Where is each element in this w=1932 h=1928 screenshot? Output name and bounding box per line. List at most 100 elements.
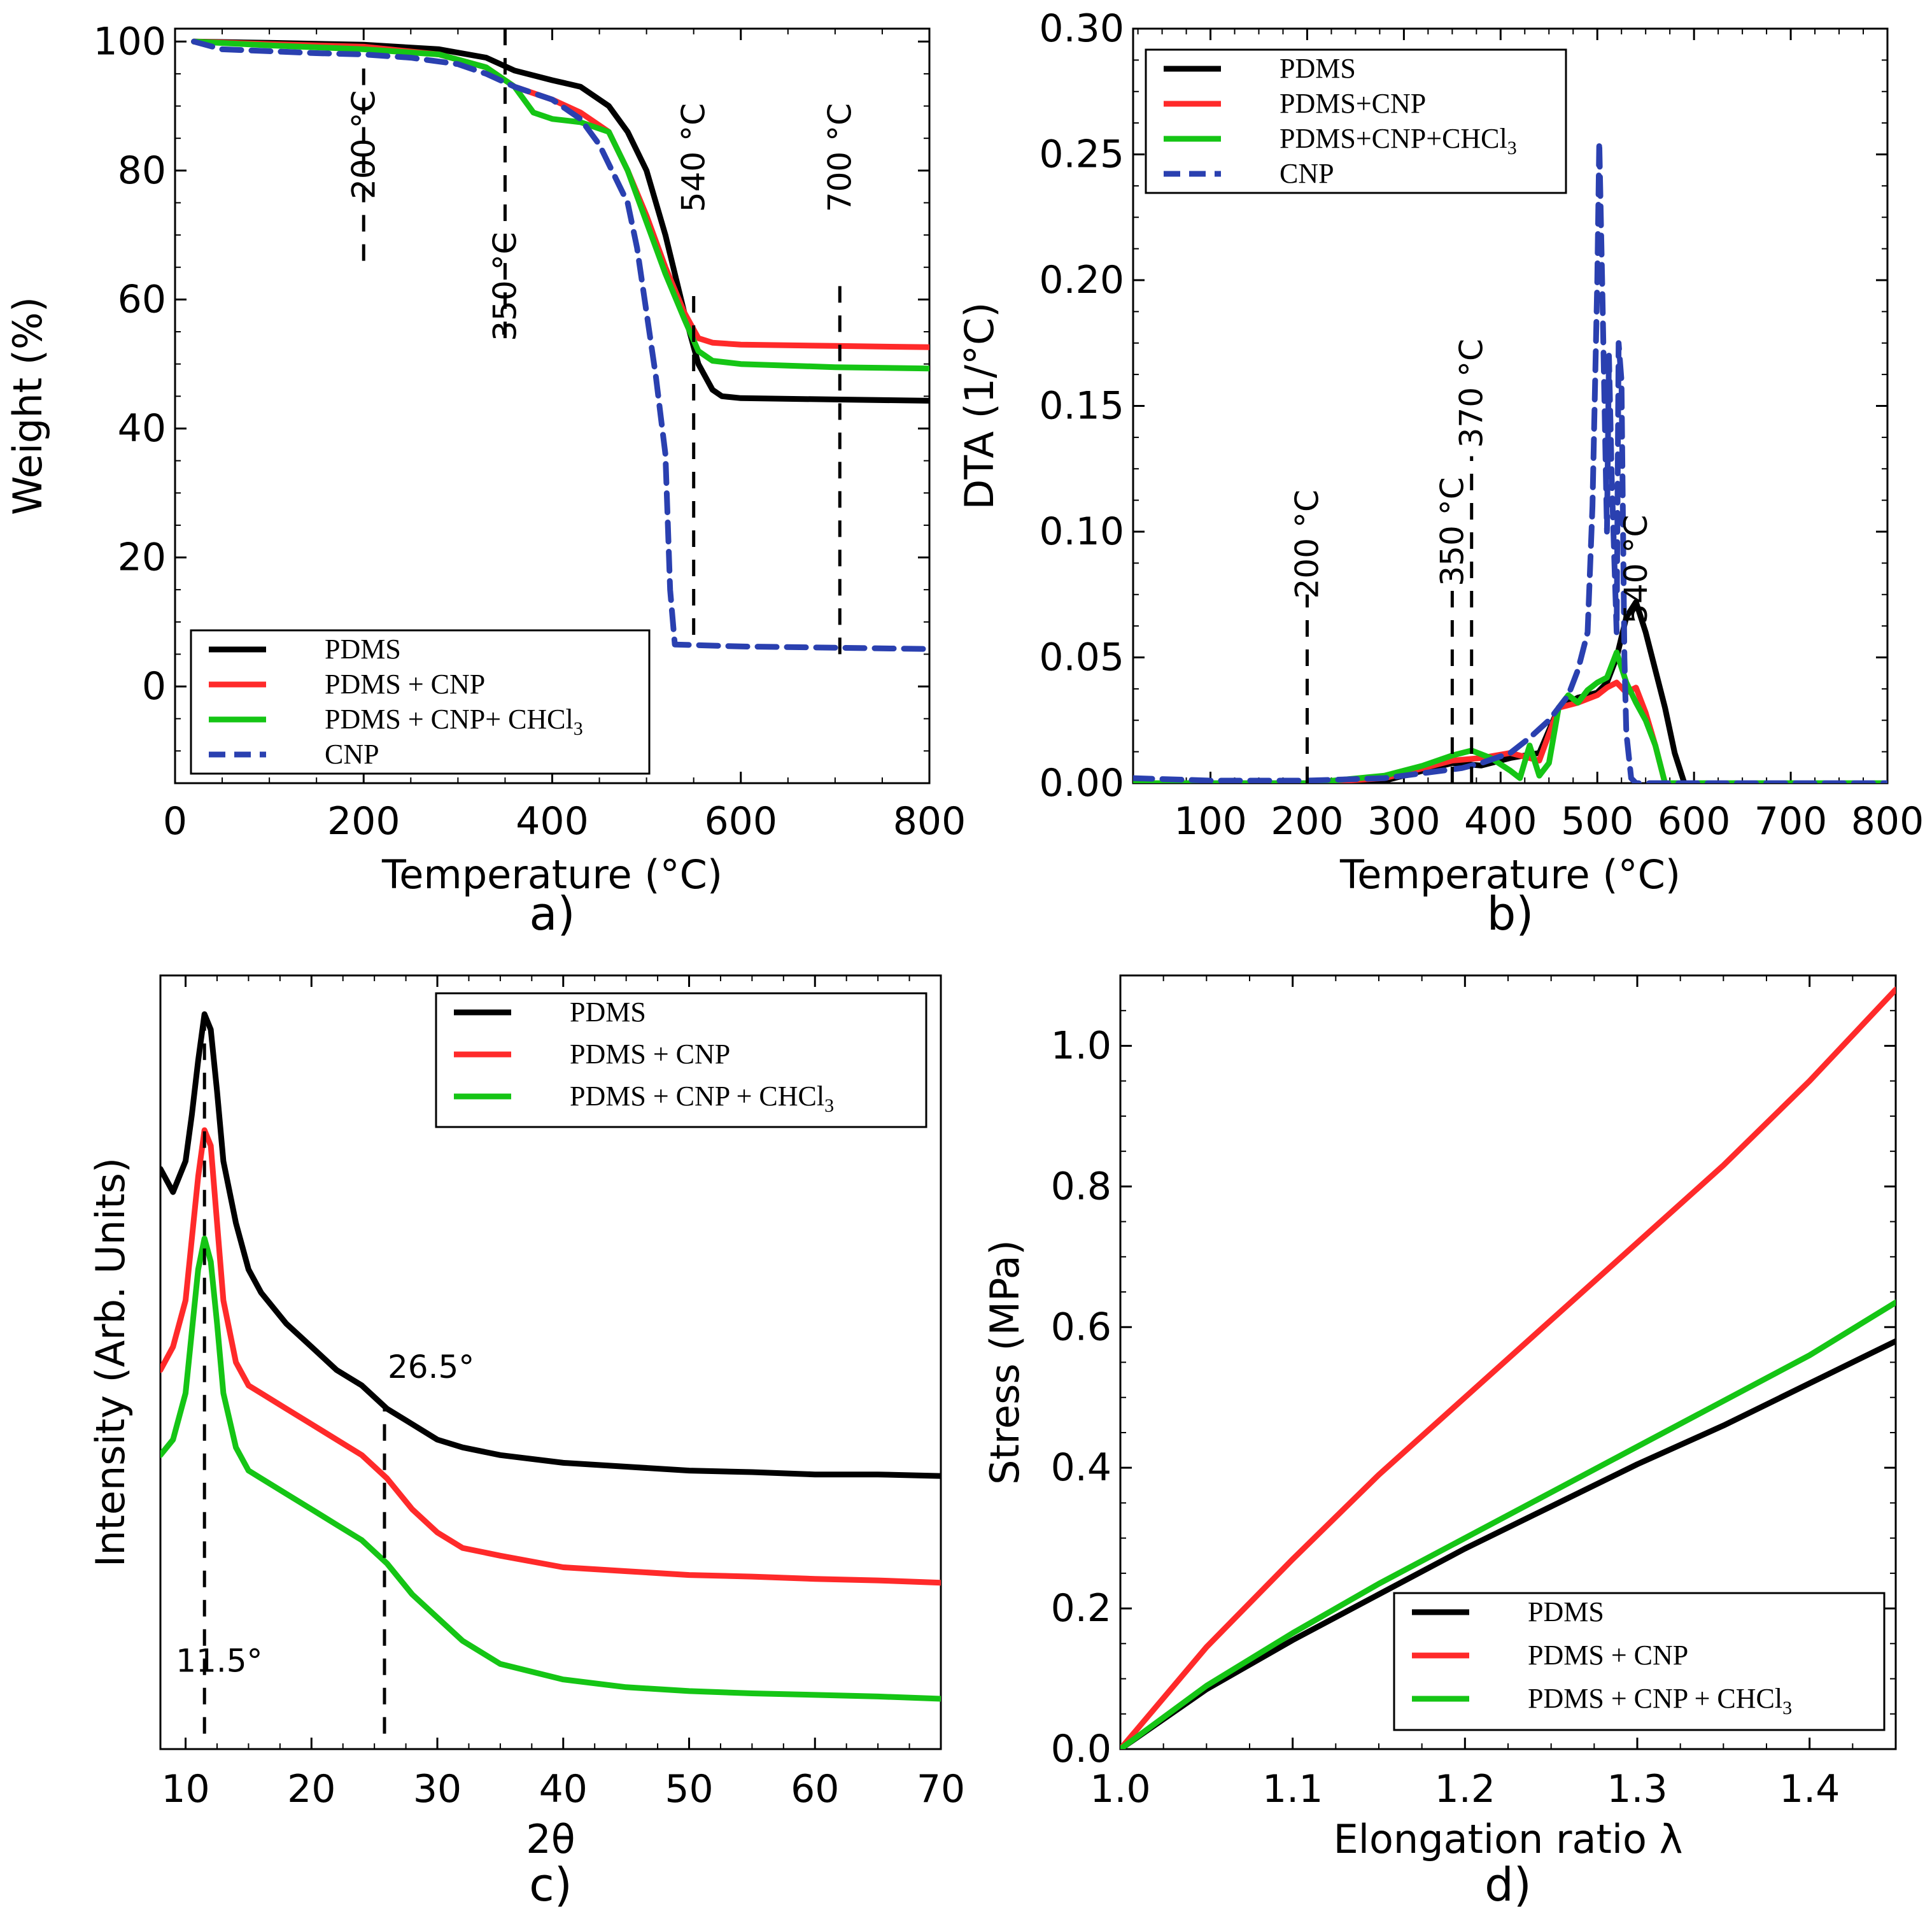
plot-series-group: [1120, 986, 1896, 1749]
y-tick-label: 0.10: [1039, 509, 1124, 554]
y-tick-label: 0.05: [1039, 635, 1124, 680]
series-line-pdms-cnp-chcl3: [1133, 649, 1887, 783]
y-tick-label: 0.30: [1039, 6, 1124, 51]
y-tick-label: 0.4: [1051, 1445, 1111, 1490]
legend-label: PDMS+CNP: [1280, 88, 1426, 119]
x-axis-label: 2θ: [526, 1816, 575, 1862]
x-tick-label: 600: [1658, 799, 1731, 844]
legend: PDMS PDMS + CNP PDMS + CNP + CHCl3: [435, 992, 927, 1128]
x-axis-label: Temperature (°C): [1339, 851, 1681, 898]
legend: PDMS PDMS + CNP PDMS + CNP + CHCl3: [1393, 1592, 1886, 1731]
y-axis-label: DTA (1/°C): [956, 302, 1003, 510]
legend-label: PDMS + CNP: [1528, 1640, 1688, 1671]
legend-box: [1393, 1592, 1886, 1731]
annotation-label: 370 °C: [1453, 339, 1490, 448]
x-tick-label: 1.3: [1607, 1767, 1667, 1811]
series-line-pdms-cnp-chcl3: [1120, 1300, 1896, 1749]
x-tick-label: 1.0: [1090, 1767, 1150, 1811]
annotation-label: 540 °C: [675, 103, 712, 212]
legend-label: CNP: [325, 739, 379, 770]
y-tick-label: 20: [118, 535, 166, 580]
x-tick-label: 1.4: [1779, 1767, 1840, 1811]
series-line-pdms: [191, 38, 929, 404]
panel-b-dta: 100 200 300 400 500 600 700 800 0.00 0.05 0.10 0.15…: [956, 6, 1924, 940]
x-tick-label: 50: [665, 1767, 713, 1811]
x-tick-label: 500: [1561, 799, 1634, 844]
x-tick-label: 600: [704, 799, 777, 844]
x-tick-label: 400: [516, 799, 589, 844]
x-tick-label: 100: [1174, 799, 1247, 844]
series-line-pdms-cnp-chcl3: [191, 38, 929, 372]
x-tick-label: 700: [1754, 799, 1828, 844]
x-tick-label: 800: [893, 799, 966, 844]
y-axis-label: Intensity (Arb. Units): [87, 1158, 134, 1567]
x-tick-label: 300: [1367, 799, 1441, 844]
annotation-label: 540 °C: [1618, 515, 1654, 624]
panel-a-tga-weight: 0 200 400 600 800 0 20 40 60 80 100 200 °C 350 °C 540…: [4, 19, 966, 940]
plot-series-group: [160, 1011, 941, 1702]
annotation-label: 26.5°: [388, 1349, 474, 1386]
panel-label: c): [529, 1858, 572, 1911]
legend-label: PDMS + CNP + CHCl3: [1528, 1683, 1792, 1719]
legend-box: [1145, 48, 1567, 194]
series-line-pdms-cnp-chcl3: [160, 1235, 941, 1702]
x-tick-label: 800: [1851, 799, 1924, 844]
series-line-pdms: [1133, 599, 1887, 783]
annotation-label: 350 °C: [1434, 477, 1470, 586]
x-tick-label: 70: [917, 1767, 965, 1811]
series-line-pdms: [160, 1011, 941, 1479]
y-tick-label: 0.2: [1051, 1586, 1111, 1631]
annotation-label: 200 °C: [345, 90, 382, 199]
y-tick-label: 60: [118, 277, 166, 322]
legend-label: PDMS: [570, 996, 646, 1028]
annotation-label: 200 °C: [1288, 490, 1325, 599]
panel-label: d): [1484, 1858, 1532, 1911]
x-axis-label: Temperature (°C): [381, 851, 723, 898]
x-tick-label: 200: [1271, 799, 1344, 844]
y-tick-label: 0.20: [1039, 258, 1124, 302]
x-tick-label: 1.2: [1435, 1767, 1495, 1811]
series-line-pdms: [1120, 1338, 1896, 1749]
annotation-label: 700 °C: [821, 103, 858, 212]
legend-label: PDMS + CNP: [325, 669, 485, 700]
y-tick-label: 0.00: [1039, 761, 1124, 805]
y-tick-label: 0.25: [1039, 132, 1124, 177]
legend-label: PDMS+CNP+CHCl3: [1280, 123, 1517, 159]
x-tick-label: 40: [539, 1767, 588, 1811]
y-tick-label: 100: [93, 19, 166, 64]
x-tick-label: 400: [1464, 799, 1537, 844]
legend-label: PDMS + CNP: [570, 1038, 730, 1070]
legend-box: [435, 992, 927, 1128]
series-line-pdms-cnp: [1120, 986, 1896, 1749]
y-tick-label: 0.0: [1051, 1727, 1111, 1771]
y-axis-label: Weight (%): [4, 297, 51, 515]
panel-c-xrd: 10 20 30 40 50 60 70 11.5° 26.5° 2θ Intensity (Arb…: [87, 974, 965, 1911]
plot-series-group: [1133, 139, 1887, 783]
x-axis-label: Elongation ratio λ: [1334, 1816, 1683, 1862]
panel-d-stress-strain: 1.0 1.1 1.2 1.3 1.4 0.0 0.2 0.4 0.6 0.8 1.0 Elongat…: [982, 974, 1897, 1911]
plot-series-group: [191, 38, 929, 652]
panel-label: b): [1487, 887, 1534, 940]
y-tick-label: 0.6: [1051, 1305, 1111, 1349]
series-line-pdms-cnp: [160, 1127, 941, 1586]
y-tick-label: 80: [118, 148, 166, 193]
annotation-label: 11.5°: [176, 1643, 262, 1680]
annotation-label: 350 °C: [486, 232, 523, 341]
y-axis-label: Stress (MPa): [982, 1240, 1028, 1485]
legend-label: CNP: [1280, 158, 1334, 189]
y-tick-label: 0.8: [1051, 1164, 1111, 1209]
series-line-cnp: [191, 38, 929, 652]
x-tick-label: 10: [161, 1767, 209, 1811]
legend-label: PDMS: [1280, 53, 1356, 84]
series-line-pdms-cnp: [191, 38, 929, 350]
series-line-cnp: [1133, 139, 1887, 783]
y-tick-label: 0.15: [1039, 384, 1124, 429]
x-tick-label: 60: [791, 1767, 839, 1811]
x-tick-label: 0: [163, 799, 187, 844]
legend-box: [190, 629, 651, 775]
x-tick-label: 30: [413, 1767, 462, 1811]
panel-label: a): [529, 887, 575, 940]
